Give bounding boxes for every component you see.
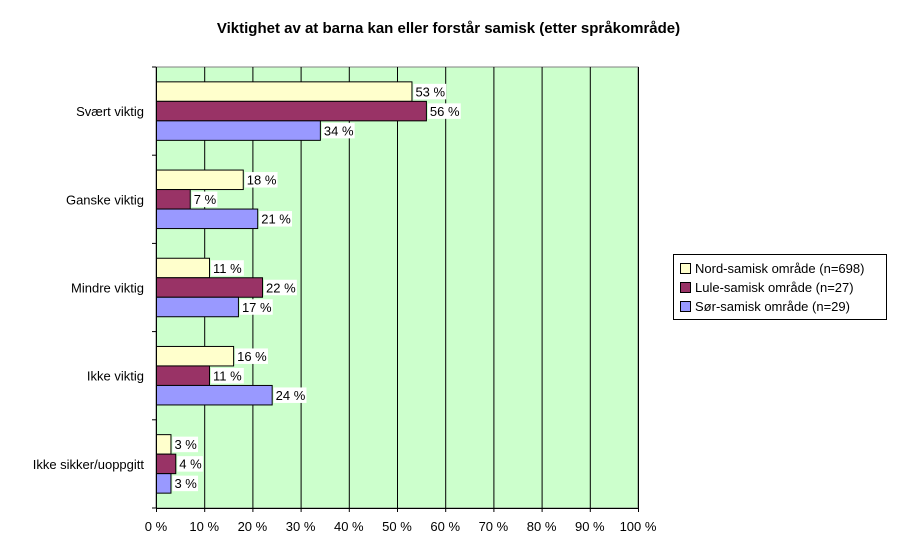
x-tick-label: 100 % bbox=[620, 519, 657, 534]
data-label-bg bbox=[239, 299, 273, 315]
bar bbox=[156, 384, 273, 406]
x-tick-label: 20 % bbox=[238, 519, 268, 534]
bar bbox=[156, 296, 239, 318]
data-label: 3 % bbox=[174, 437, 197, 452]
chart-title: Viktighet av at barna kan eller forstår … bbox=[216, 20, 681, 37]
bar bbox=[156, 169, 244, 191]
data-label: 22 % bbox=[266, 280, 296, 295]
data-label-bg bbox=[177, 456, 203, 472]
data-label-bg bbox=[273, 387, 307, 403]
data-label-bg bbox=[211, 367, 244, 384]
legend: Nord-samisk område (n=698) Lule-samisk om… bbox=[673, 254, 887, 320]
legend-item: Lule-samisk område (n=27) bbox=[680, 278, 880, 297]
category-label: Mindre viktig bbox=[71, 281, 144, 296]
x-tick-label: 10 % bbox=[189, 519, 219, 534]
data-label: 4 % bbox=[179, 457, 202, 472]
data-label: 53 % bbox=[415, 84, 445, 99]
bar bbox=[156, 120, 321, 141]
x-tick-label: 70 % bbox=[479, 519, 509, 534]
bar bbox=[156, 277, 264, 298]
category-label: Svært viktig bbox=[76, 104, 144, 119]
data-label: 18 % bbox=[247, 173, 277, 188]
x-tick-label: 50 % bbox=[382, 519, 412, 534]
category-label: Ikke sikker/uoppgitt bbox=[33, 457, 145, 472]
x-tick-label: 60 % bbox=[430, 519, 460, 534]
legend-swatch bbox=[680, 263, 691, 274]
bar bbox=[156, 345, 235, 367]
data-label: 11 % bbox=[213, 368, 242, 383]
data-label: 56 % bbox=[430, 104, 460, 119]
bar bbox=[156, 453, 177, 475]
x-tick-label: 90 % bbox=[575, 519, 605, 534]
data-label: 7 % bbox=[194, 192, 217, 207]
legend-label: Lule-samisk område (n=27) bbox=[695, 280, 854, 295]
data-label-bg bbox=[172, 475, 199, 492]
data-label: 21 % bbox=[261, 212, 291, 227]
category-label: Ganske viktig bbox=[66, 192, 144, 207]
data-label-bg bbox=[172, 436, 199, 453]
x-tick-label: 80 % bbox=[527, 519, 557, 534]
data-label-bg bbox=[259, 211, 293, 227]
bar bbox=[156, 257, 211, 279]
data-label: 34 % bbox=[324, 123, 354, 138]
bar bbox=[156, 189, 191, 210]
legend-swatch bbox=[680, 301, 691, 312]
x-tick-label: 40 % bbox=[334, 519, 364, 534]
data-label-bg bbox=[235, 348, 268, 364]
legend-swatch bbox=[680, 282, 691, 293]
data-label-bg bbox=[413, 83, 447, 100]
data-label: 17 % bbox=[242, 300, 272, 315]
data-label: 3 % bbox=[174, 476, 197, 491]
x-tick-label: 0 % bbox=[145, 519, 168, 534]
legend-label: Sør-samisk område (n=29) bbox=[695, 299, 850, 314]
legend-item: Sør-samisk område (n=29) bbox=[680, 297, 880, 316]
data-label-bg bbox=[244, 172, 278, 188]
data-label: 16 % bbox=[237, 349, 267, 364]
data-label-bg bbox=[211, 260, 244, 276]
category-label: Ikke viktig bbox=[87, 369, 144, 384]
bar bbox=[156, 365, 211, 386]
bar bbox=[156, 81, 413, 102]
bar bbox=[156, 473, 172, 494]
legend-item: Nord-samisk område (n=698) bbox=[680, 259, 880, 278]
bar bbox=[156, 208, 259, 230]
bar bbox=[156, 434, 172, 455]
data-label: 11 % bbox=[213, 261, 242, 276]
data-label-bg bbox=[191, 191, 218, 208]
data-label: 24 % bbox=[276, 388, 306, 403]
x-tick-label: 30 % bbox=[286, 519, 316, 534]
data-label-bg bbox=[264, 279, 297, 296]
data-label-bg bbox=[321, 122, 355, 139]
data-label-bg bbox=[427, 103, 461, 119]
legend-label: Nord-samisk område (n=698) bbox=[695, 261, 865, 276]
bar bbox=[156, 100, 427, 122]
